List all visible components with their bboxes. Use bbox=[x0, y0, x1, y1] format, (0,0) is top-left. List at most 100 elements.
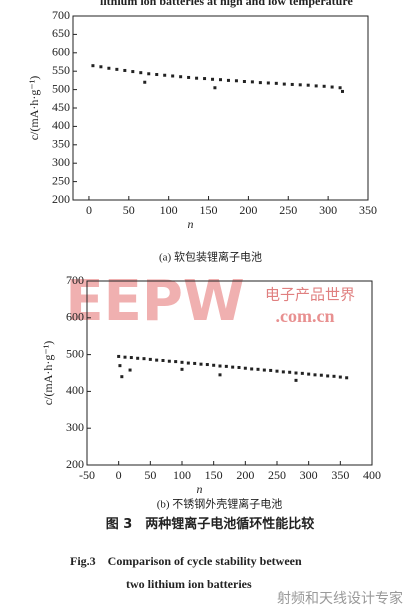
point bbox=[195, 76, 199, 80]
point bbox=[313, 373, 317, 377]
point bbox=[180, 360, 184, 364]
point bbox=[136, 356, 140, 360]
x-tick-label: 350 bbox=[331, 468, 349, 482]
point bbox=[269, 368, 273, 372]
point bbox=[213, 86, 217, 90]
point bbox=[290, 82, 294, 86]
point bbox=[131, 70, 135, 74]
figure-caption: Fig.3 Comparison of cycle stability betw… bbox=[70, 554, 302, 568]
point bbox=[250, 80, 254, 84]
point bbox=[218, 364, 222, 368]
point bbox=[107, 66, 111, 70]
x-tick-label: 100 bbox=[160, 203, 178, 217]
x-tick-label: 300 bbox=[319, 203, 337, 217]
point bbox=[237, 365, 241, 369]
x-tick-label: 250 bbox=[268, 468, 286, 482]
point bbox=[129, 356, 133, 360]
point bbox=[300, 371, 304, 375]
point bbox=[294, 378, 298, 382]
figure-caption: 图 3 两种锂离子电池循环性能比较 bbox=[105, 517, 315, 532]
point bbox=[199, 362, 203, 366]
x-axis-label: n bbox=[188, 217, 194, 231]
y-tick-label: 550 bbox=[52, 63, 70, 77]
x-tick-label: 400 bbox=[363, 468, 381, 482]
x-tick-label: 50 bbox=[144, 468, 156, 482]
point bbox=[203, 77, 207, 81]
figure-caption: two lithium ion batteries bbox=[126, 577, 252, 591]
x-tick-label: 100 bbox=[173, 468, 191, 482]
point bbox=[174, 360, 178, 364]
y-tick-label: 500 bbox=[52, 81, 70, 95]
point bbox=[306, 83, 310, 87]
point bbox=[128, 368, 132, 372]
point bbox=[193, 361, 197, 365]
x-tick-label: 300 bbox=[300, 468, 318, 482]
watermark: 电子产品世界 bbox=[265, 286, 355, 303]
point bbox=[224, 364, 228, 368]
x-tick-label: 200 bbox=[239, 203, 257, 217]
point bbox=[345, 376, 349, 380]
point bbox=[142, 357, 146, 361]
y-tick-label: 700 bbox=[66, 273, 84, 287]
point bbox=[262, 368, 266, 372]
point bbox=[139, 71, 143, 75]
point bbox=[147, 72, 151, 76]
point bbox=[163, 73, 167, 77]
point bbox=[332, 374, 336, 378]
y-tick-label: 200 bbox=[52, 192, 70, 206]
point bbox=[234, 79, 238, 83]
y-tick-label: 400 bbox=[66, 383, 84, 397]
point bbox=[218, 373, 222, 377]
point bbox=[180, 367, 184, 371]
point bbox=[282, 82, 286, 86]
point bbox=[226, 78, 230, 82]
point bbox=[275, 369, 279, 373]
point bbox=[99, 65, 103, 69]
point bbox=[212, 363, 216, 367]
point bbox=[266, 81, 270, 85]
point bbox=[115, 67, 119, 71]
point bbox=[307, 372, 311, 376]
point bbox=[91, 64, 95, 68]
point bbox=[314, 84, 318, 88]
point bbox=[340, 89, 344, 93]
point bbox=[338, 375, 342, 379]
x-tick-label: -50 bbox=[79, 468, 95, 482]
point bbox=[167, 359, 171, 363]
point bbox=[171, 74, 175, 78]
x-tick-label: 50 bbox=[123, 203, 135, 217]
y-tick-label: 250 bbox=[52, 173, 70, 187]
point bbox=[319, 373, 323, 377]
plot-frame bbox=[86, 280, 373, 466]
point bbox=[211, 77, 215, 81]
y-tick-label: 500 bbox=[66, 346, 84, 360]
point bbox=[231, 365, 235, 369]
x-tick-label: 150 bbox=[200, 203, 218, 217]
point bbox=[161, 358, 165, 362]
chart-caption: (a) 软包装锂离子电池 bbox=[159, 250, 262, 264]
point bbox=[179, 75, 183, 79]
point bbox=[243, 366, 247, 370]
y-tick-label: 650 bbox=[52, 26, 70, 40]
point bbox=[143, 80, 147, 84]
point bbox=[256, 367, 260, 371]
watermark: EEPW bbox=[65, 269, 244, 334]
point bbox=[205, 363, 209, 367]
y-tick-label: 450 bbox=[52, 100, 70, 114]
plot-frame bbox=[72, 15, 369, 201]
x-tick-label: 0 bbox=[86, 203, 92, 217]
point bbox=[326, 374, 330, 378]
x-tick-label: 350 bbox=[359, 203, 377, 217]
y-tick-label: 600 bbox=[52, 45, 70, 59]
point bbox=[123, 68, 127, 72]
point bbox=[250, 367, 254, 371]
point bbox=[148, 357, 152, 361]
y-axis-label: c/(mA·h·g⁻¹) bbox=[27, 76, 41, 141]
y-tick-label: 350 bbox=[52, 137, 70, 151]
y-tick-label: 300 bbox=[66, 420, 84, 434]
y-axis-label: c/(mA·h·g⁻¹) bbox=[41, 341, 55, 406]
point bbox=[118, 364, 122, 368]
point bbox=[117, 354, 121, 358]
